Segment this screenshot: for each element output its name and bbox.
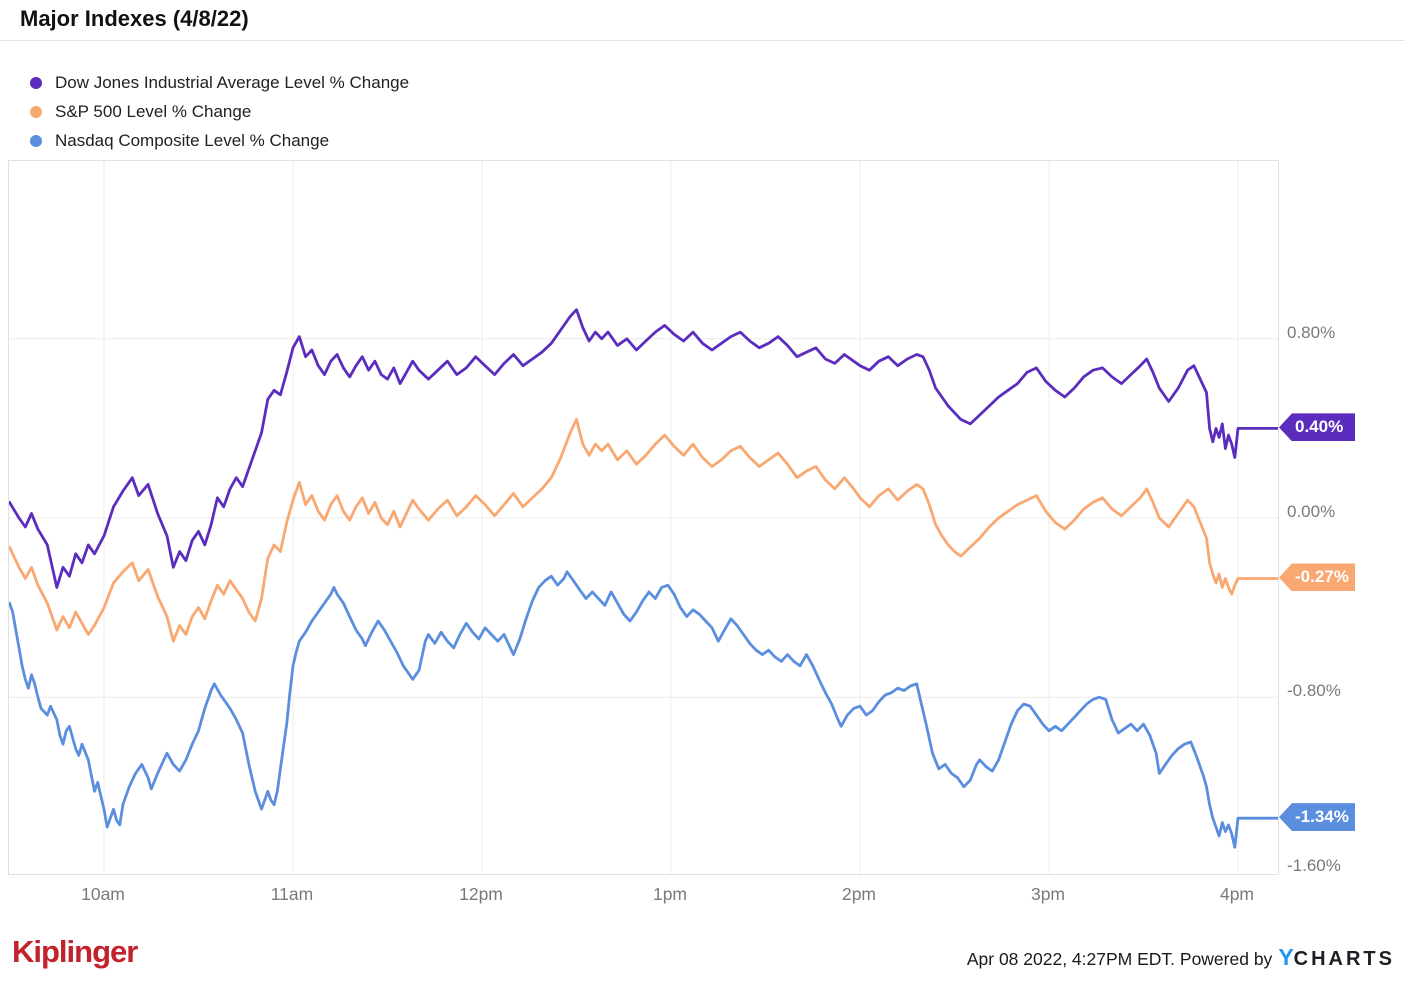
- legend-item-dow: Dow Jones Industrial Average Level % Cha…: [30, 68, 409, 97]
- legend-item-nasdaq: Nasdaq Composite Level % Change: [30, 126, 409, 155]
- legend-label: Nasdaq Composite Level % Change: [55, 130, 330, 150]
- series-line-sp500: [9, 418, 1278, 643]
- x-tick-label: 1pm: [652, 884, 688, 904]
- last-value-badge-sp500: -0.27%: [1279, 563, 1355, 592]
- x-tick-label: 12pm: [459, 884, 503, 904]
- plot-area: [8, 160, 1279, 875]
- legend-dot-icon: [30, 134, 42, 147]
- x-tick-label: 3pm: [1030, 884, 1066, 904]
- legend: Dow Jones Industrial Average Level % Cha…: [30, 68, 409, 155]
- y-tick-label: -0.80%: [1287, 681, 1341, 701]
- footer-attribution: Apr 08 2022, 4:27PM EDT. Powered by Y CH…: [967, 944, 1395, 971]
- page-title: Major Indexes (4/8/22): [20, 6, 249, 31]
- line-chart: [9, 161, 1278, 874]
- ycharts-logo-y: Y: [1278, 944, 1294, 970]
- series-line-nasdaq: [9, 570, 1278, 849]
- x-tick-label: 2pm: [841, 884, 877, 904]
- timestamp-text: Apr 08 2022, 4:27PM EDT. Powered by: [966, 949, 1273, 969]
- x-tick-label: 10am: [81, 884, 125, 904]
- title-divider: [0, 40, 1405, 41]
- x-tick-label: 4pm: [1219, 884, 1255, 904]
- legend-label: S&P 500 Level % Change: [55, 101, 252, 121]
- legend-dot-icon: [30, 76, 42, 89]
- y-tick-label: 0.00%: [1287, 502, 1336, 521]
- y-tick-label: 0.80%: [1287, 322, 1336, 342]
- series-line-dow: [9, 308, 1278, 589]
- legend-label: Dow Jones Industrial Average Level % Cha…: [55, 72, 410, 92]
- legend-item-sp500: S&P 500 Level % Change: [30, 97, 409, 126]
- last-value-badge-dow: 0.40%: [1279, 413, 1355, 442]
- ycharts-logo-text: CHARTS: [1293, 948, 1395, 970]
- kiplinger-logo: Kiplinger: [12, 934, 138, 969]
- x-tick-label: 11am: [270, 884, 314, 904]
- y-tick-label: -1.60%: [1287, 856, 1341, 875]
- legend-dot-icon: [30, 105, 42, 118]
- last-value-badge-nasdaq: -1.34%: [1279, 803, 1355, 832]
